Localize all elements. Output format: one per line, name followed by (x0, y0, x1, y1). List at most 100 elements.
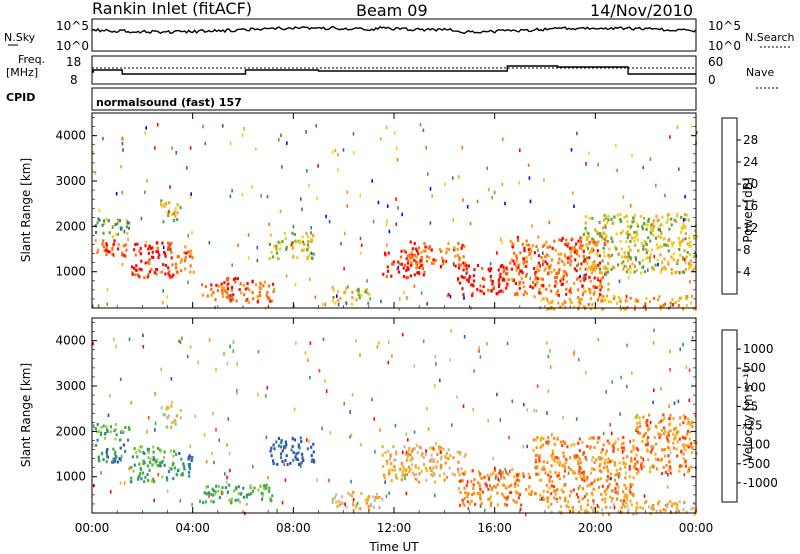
range-gate-cell (180, 269, 183, 273)
range-gate-cell (644, 247, 648, 251)
range-gate-cell (579, 267, 582, 271)
sparse-echo (679, 271, 681, 275)
range-gate-cell (682, 508, 685, 512)
range-gate-cell (676, 212, 679, 216)
range-gate-cell (578, 472, 581, 475)
range-gate-cell (580, 247, 583, 251)
range-gate-cell (418, 480, 421, 484)
range-gate-cell (408, 253, 411, 257)
range-gate-cell (595, 458, 598, 462)
range-gate-cell (434, 259, 437, 262)
range-gate-cell (168, 245, 171, 249)
range-gate-cell (136, 455, 139, 459)
range-gate-cell (116, 232, 119, 236)
range-gate-cell (176, 255, 179, 259)
sparse-echo (329, 431, 332, 435)
sparse-echo (579, 240, 582, 245)
range-gate-cell (460, 275, 463, 278)
range-gate-cell (191, 455, 194, 459)
sparse-echo (690, 125, 693, 129)
range-gate-cell (645, 227, 648, 231)
range-gate-cell (412, 471, 415, 475)
range-gate-cell (263, 484, 266, 488)
range-gate-cell (634, 256, 637, 260)
range-gate-cell (227, 296, 230, 300)
range-gate-cell (418, 272, 421, 276)
range-gate-cell (138, 474, 141, 478)
range-gate-cell (678, 243, 681, 247)
range-gate-cell (562, 440, 565, 443)
sparse-echo (350, 479, 352, 484)
range-gate-cell (690, 465, 693, 469)
range-gate-cell (173, 450, 176, 453)
range-gate-cell (271, 494, 274, 498)
sparse-echo (573, 350, 576, 354)
range-gate-cell (656, 234, 659, 238)
range-gate-cell (537, 254, 541, 258)
sparse-echo (189, 444, 192, 449)
range-gate-cell (552, 485, 556, 489)
range-gate-cell (536, 280, 539, 284)
range-gate-cell (630, 459, 633, 463)
range-gate-cell (432, 460, 435, 463)
range-gate-cell (680, 226, 683, 230)
range-gate-cell (503, 476, 506, 480)
range-gate-cell (454, 264, 457, 268)
sparse-echo (226, 443, 228, 447)
range-gate-cell (163, 204, 166, 208)
range-gate-cell (465, 267, 468, 271)
sparse-echo (281, 501, 284, 505)
range-gate-cell (649, 253, 652, 257)
sparse-echo (404, 476, 406, 481)
sparse-echo (337, 152, 339, 157)
range-gate-cell (174, 419, 177, 422)
range-gate-cell (546, 262, 549, 266)
range-gate-cell (96, 221, 99, 225)
date-title: 14/Nov/2010 (590, 1, 693, 20)
range-gate-cell (434, 480, 437, 484)
range-gate-cell (176, 218, 179, 221)
nsearch-label: N.Search (745, 31, 795, 44)
range-gate-cell (649, 230, 652, 234)
sparse-echo (385, 494, 388, 499)
range-gate-cell (638, 421, 641, 425)
range-gate-cell (411, 463, 414, 467)
sparse-echo (653, 328, 655, 333)
range-gate-cell (538, 454, 541, 458)
range-gate-cell (163, 450, 166, 454)
range-gate-cell (216, 289, 219, 293)
range-gate-cell (649, 231, 652, 235)
range-gate-cell (598, 295, 601, 299)
range-gate-cell (125, 225, 128, 229)
range-gate-cell (462, 255, 465, 259)
sparse-echo (494, 466, 496, 471)
range-gate-cell (642, 305, 645, 309)
range-gate-cell (547, 265, 550, 269)
sparse-echo (499, 418, 502, 422)
range-gate-cell (671, 244, 674, 248)
sparse-echo (516, 478, 519, 482)
sparse-echo (92, 304, 94, 308)
sparse-echo (642, 265, 645, 269)
range-gate-cell (403, 249, 406, 253)
range-gate-cell (411, 253, 414, 257)
range-gate-cell (113, 452, 116, 456)
sparse-echo (457, 175, 460, 179)
sparse-echo (144, 190, 146, 195)
range-gate-cell (636, 430, 640, 434)
range-gate-cell (423, 242, 426, 245)
range-gate-cell (582, 452, 585, 456)
sparse-echo (573, 204, 575, 208)
range-gate-cell (642, 415, 645, 419)
range-gate-cell (570, 254, 573, 258)
range-gate-cell (556, 460, 559, 464)
range-gate-cell (230, 288, 234, 292)
sparse-echo (166, 489, 169, 493)
range-gate-cell (622, 446, 625, 450)
range-gate-cell (632, 476, 635, 480)
range-gate-cell (628, 488, 631, 492)
range-gate-cell (531, 286, 534, 290)
range-gate-cell (265, 486, 268, 490)
range-gate-cell (636, 299, 639, 303)
range-gate-cell (510, 483, 513, 487)
